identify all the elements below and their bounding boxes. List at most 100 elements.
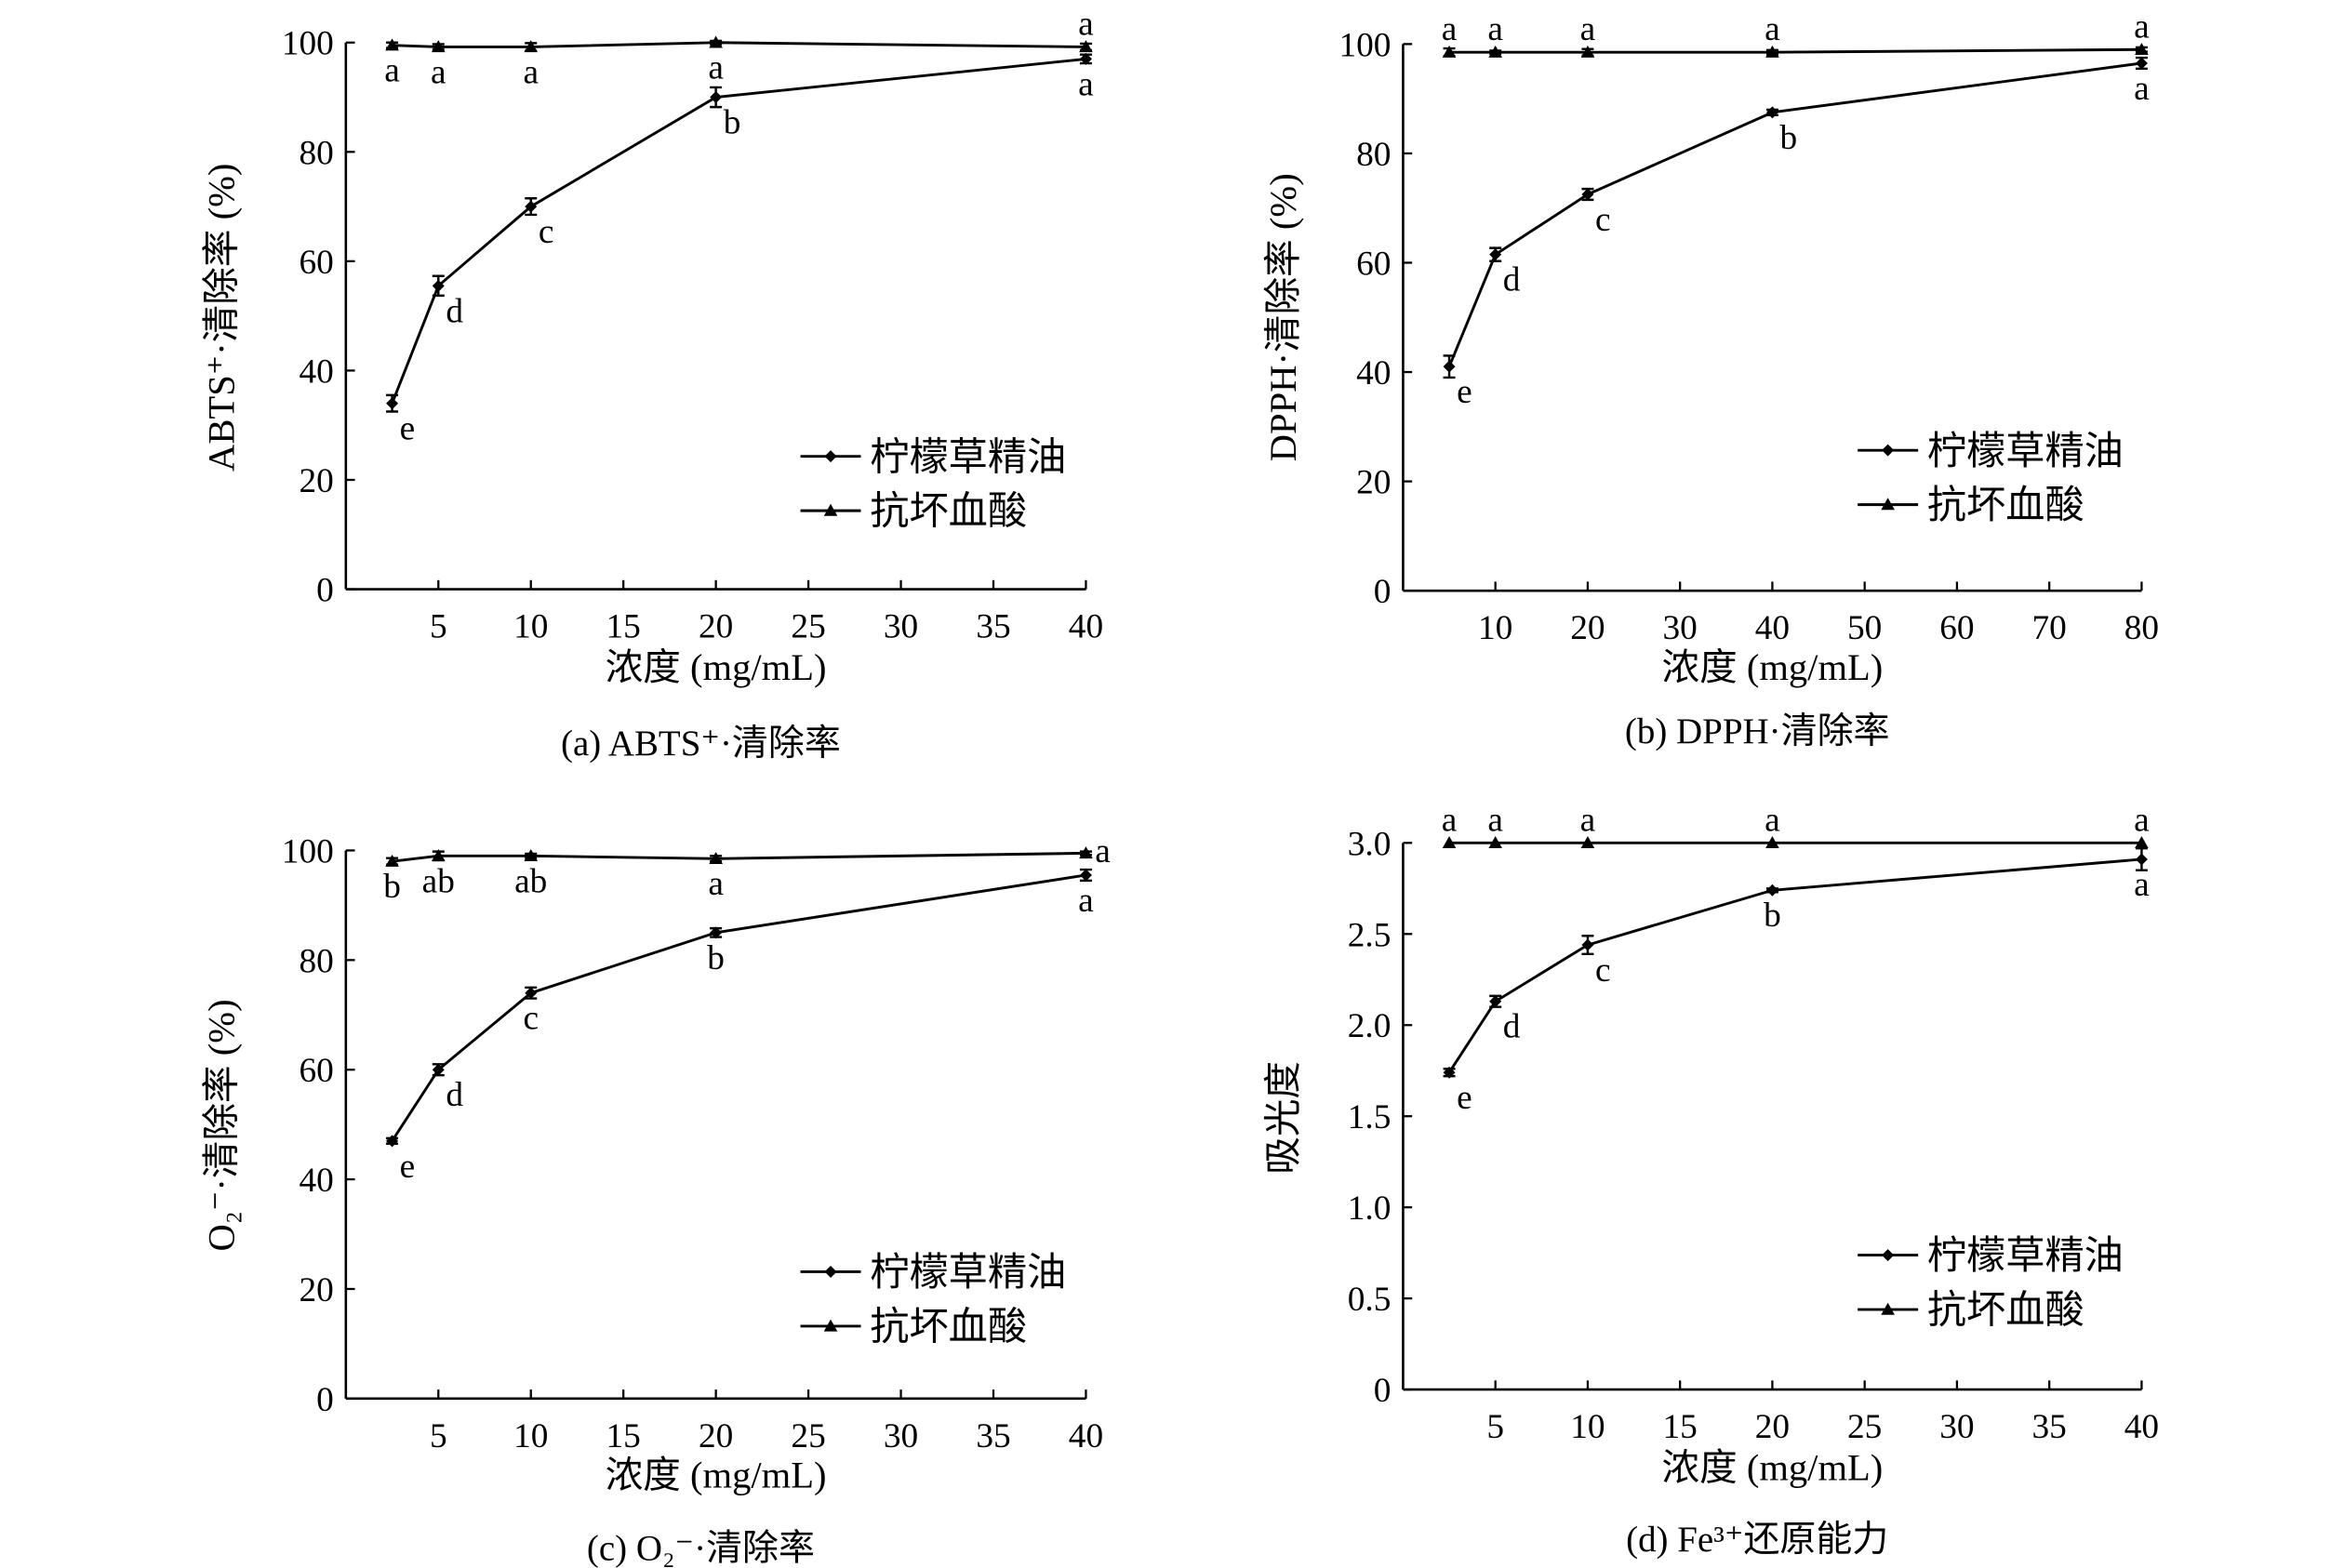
y-axis-label: DPPH·清除率 (%) xyxy=(1262,173,1304,461)
legend-triangle-icon xyxy=(1881,1302,1895,1315)
significance-label: c xyxy=(539,213,554,251)
data-point-triangle xyxy=(1580,45,1595,58)
y-tick-label: 0 xyxy=(316,1381,334,1419)
legend-diamond-icon xyxy=(1882,444,1895,457)
chart-panel-b: 10 20 30 40 50 60 70 80 0 20 40 60 80 100 浓度 (mg/mL) DP… xyxy=(1262,7,2159,751)
data-point-triangle xyxy=(1488,836,1502,849)
data-point-triangle xyxy=(524,40,539,53)
legend-label: 抗坏血酸 xyxy=(870,1306,1027,1349)
y-tick-label: 60 xyxy=(300,1052,334,1090)
significance-label: ab xyxy=(514,862,547,900)
data-point-diamond xyxy=(1765,106,1778,119)
x-tick-label: 35 xyxy=(976,1417,1010,1455)
significance-label: a xyxy=(1442,10,1458,48)
y-tick-label: 3.0 xyxy=(1348,825,1392,863)
y-tick-label: 2.5 xyxy=(1348,916,1392,954)
x-tick-label: 10 xyxy=(513,1417,548,1455)
x-tick-label: 40 xyxy=(1069,1417,1103,1455)
legend-diamond-icon xyxy=(824,450,837,463)
data-point-triangle xyxy=(1442,836,1457,849)
data-point-diamond xyxy=(2135,57,2148,70)
data-point-diamond xyxy=(525,200,538,213)
significance-label: c xyxy=(523,1000,539,1038)
significance-label: b xyxy=(1764,897,1781,935)
data-point-diamond xyxy=(1079,869,1092,882)
series-line xyxy=(391,873,1086,1142)
significance-label: a xyxy=(1765,10,1780,48)
significance-label: c xyxy=(1595,951,1611,990)
y-tick-label: 0 xyxy=(1374,1372,1392,1410)
data-point-diamond xyxy=(1489,995,1502,1008)
data-point-triangle xyxy=(431,40,446,53)
significance-label: a xyxy=(523,53,539,91)
data-point-diamond xyxy=(1581,188,1594,201)
data-point-diamond xyxy=(432,279,445,292)
x-tick-label: 15 xyxy=(606,1417,641,1455)
x-tick-label: 25 xyxy=(1847,1408,1882,1446)
x-tick-label: 40 xyxy=(2124,1408,2159,1446)
significance-label: a xyxy=(2134,7,2150,46)
x-axis-label: 浓度 (mg/mL) xyxy=(1662,1447,1884,1489)
data-point-triangle xyxy=(2135,836,2149,849)
data-point-diamond xyxy=(1581,938,1594,951)
y-tick-label: 20 xyxy=(300,1271,334,1309)
data-point-diamond xyxy=(1443,360,1456,373)
significance-label: a xyxy=(384,52,400,90)
significance-label: a xyxy=(2134,70,2150,108)
chart-panel-d: 5 10 15 20 25 30 35 40 0 0.5 1.0 1.5 2.0 2.5 3.0 浓度 (mg… xyxy=(1262,801,2159,1560)
x-tick-label: 30 xyxy=(1663,609,1698,647)
chart-caption: (c) O₂⁻·清除率 xyxy=(587,1529,815,1568)
significance-label: a xyxy=(1580,801,1596,839)
series-line xyxy=(1449,47,2142,54)
y-tick-label: 100 xyxy=(282,25,334,63)
y-tick-label: 40 xyxy=(300,352,334,391)
data-point-triangle xyxy=(2135,42,2149,55)
x-axis-label: 浓度 (mg/mL) xyxy=(606,1455,827,1496)
data-point-triangle xyxy=(1580,836,1595,849)
y-tick-label: 80 xyxy=(1356,136,1391,174)
x-tick-label: 30 xyxy=(884,608,918,646)
y-tick-label: 1.5 xyxy=(1348,1098,1392,1136)
significance-label: b xyxy=(1780,119,1798,157)
significance-label: c xyxy=(1595,201,1611,239)
data-point-triangle xyxy=(431,849,446,862)
chart-panel-c: 5 10 15 20 25 30 35 40 0 20 40 60 80 100 浓度 (mg/mL) O₂⁻… xyxy=(201,832,1112,1568)
data-point-triangle xyxy=(524,849,539,862)
significance-label: ab xyxy=(422,862,455,900)
significance-label: d xyxy=(446,292,463,330)
significance-label: b xyxy=(707,939,725,977)
significance-label: a xyxy=(431,53,446,91)
x-tick-label: 10 xyxy=(1478,609,1512,647)
significance-label: a xyxy=(1078,882,1094,920)
significance-label: e xyxy=(1457,373,1472,411)
significance-label: a xyxy=(1487,10,1503,48)
y-tick-label: 100 xyxy=(282,832,334,870)
legend-label: 柠檬草精油 xyxy=(870,1251,1066,1295)
x-tick-label: 35 xyxy=(2032,1408,2067,1446)
series-line xyxy=(1447,857,2142,1073)
legend-triangle-icon xyxy=(1881,498,1895,511)
legend-diamond-icon xyxy=(1882,1249,1895,1262)
significance-label: a xyxy=(1078,5,1094,43)
data-point-triangle xyxy=(385,854,399,867)
series-line xyxy=(392,41,1086,48)
legend-triangle-icon xyxy=(823,503,838,516)
y-tick-label: 0 xyxy=(316,572,334,610)
data-point-triangle xyxy=(1765,836,1779,849)
y-axis-label: O₂⁻·清除率 (%) xyxy=(201,999,243,1251)
data-point-diamond xyxy=(525,987,538,1000)
x-tick-label: 10 xyxy=(513,608,548,646)
y-tick-label: 80 xyxy=(300,134,334,172)
x-tick-label: 15 xyxy=(1663,1408,1698,1446)
y-tick-label: 100 xyxy=(1338,26,1391,64)
data-point-triangle xyxy=(709,851,723,864)
y-tick-label: 2.0 xyxy=(1348,1007,1392,1045)
significance-label: a xyxy=(708,49,724,87)
y-tick-label: 80 xyxy=(300,942,334,980)
significance-label: a xyxy=(1765,801,1780,839)
